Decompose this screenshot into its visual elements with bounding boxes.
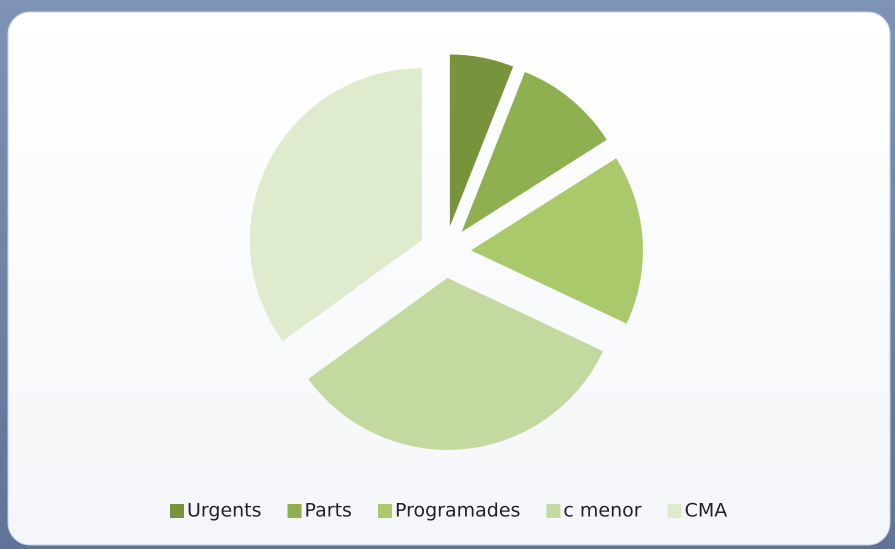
pie-slice [449,54,514,227]
pie-slice [470,158,643,324]
legend-swatch [377,504,392,518]
legend: Urgents Parts Programades c menor CMA [170,500,727,522]
pie-slice [249,68,422,342]
legend-swatch [546,504,561,518]
pie-slice [461,72,607,232]
legend-label: CMA [685,500,728,522]
chart-panel [7,11,891,546]
legend-swatch [667,504,682,518]
pie [249,54,643,450]
legend-label: Parts [305,500,352,522]
legend-label: c menor [563,500,641,522]
legend-swatch [170,504,184,518]
pie-slice [308,277,604,450]
legend-swatch [287,504,302,518]
legend-label: Programades [395,500,520,522]
legend-label: Urgents [187,500,262,522]
